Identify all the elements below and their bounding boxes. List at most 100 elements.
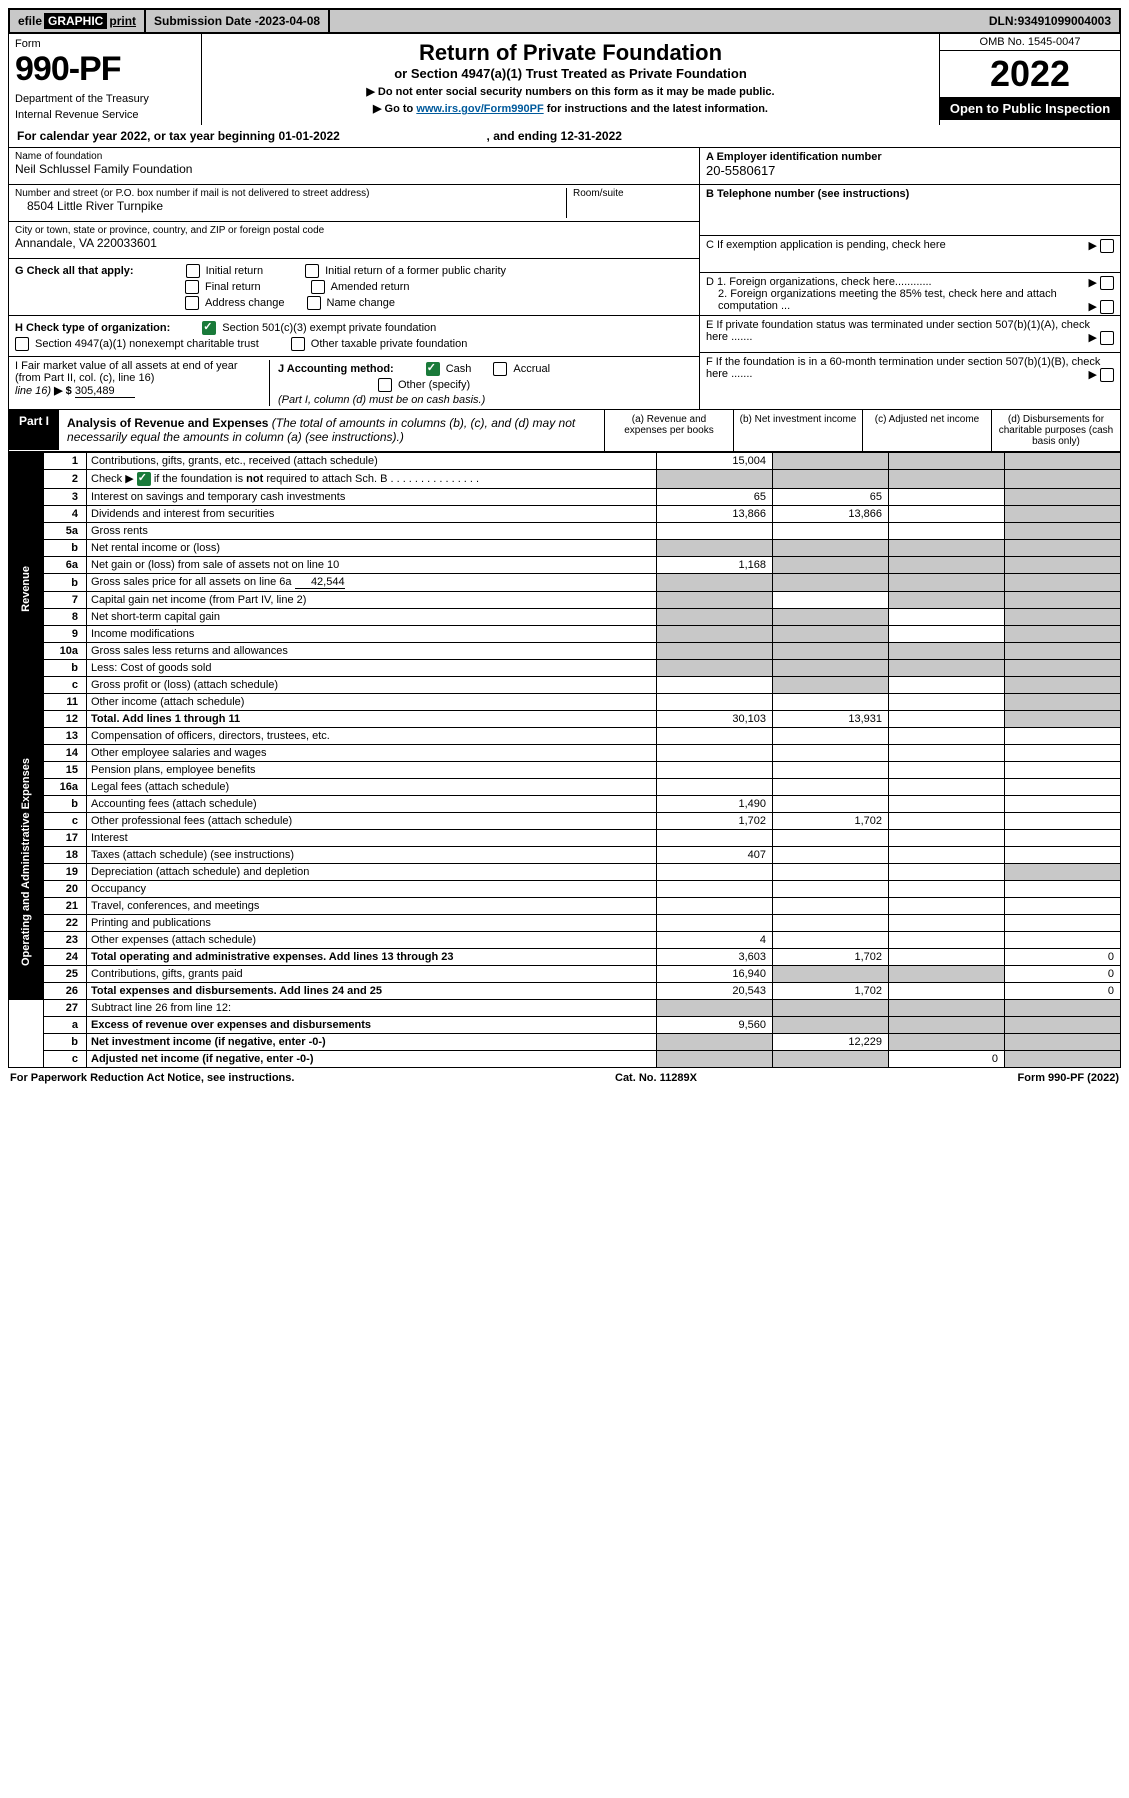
line-9: 9Income modifications (9, 626, 1121, 643)
col-c-header: (c) Adjusted net income (862, 410, 991, 451)
line-c: cGross profit or (loss) (attach schedule… (9, 677, 1121, 694)
col-a-header: (a) Revenue and expenses per books (604, 410, 733, 451)
line-27: 27Subtract line 26 from line 12: (9, 1000, 1121, 1017)
e-terminated: E If private foundation status was termi… (706, 319, 1090, 343)
link-990pf[interactable]: www.irs.gov/Form990PF (416, 103, 543, 115)
line-13: Operating and Administrative Expenses13C… (9, 728, 1121, 745)
cb-e[interactable] (1100, 331, 1114, 345)
line-c: cOther professional fees (attach schedul… (9, 813, 1121, 830)
city-label: City or town, state or province, country… (15, 225, 693, 236)
cb-d1[interactable] (1100, 276, 1114, 290)
irs-label: Internal Revenue Service (15, 109, 195, 121)
col-d-header: (d) Disbursements for charitable purpose… (991, 410, 1120, 451)
line-17: 17Interest (9, 830, 1121, 847)
line-18: 18Taxes (attach schedule) (see instructi… (9, 847, 1121, 864)
line-12: 12Total. Add lines 1 through 1130,10313,… (9, 711, 1121, 728)
line-23: 23Other expenses (attach schedule)4 (9, 932, 1121, 949)
cb-other-taxable[interactable] (291, 337, 305, 351)
revenue-label: Revenue (9, 453, 44, 728)
footer-mid: Cat. No. 11289X (615, 1072, 697, 1084)
dln: DLN: 93491099004003 (330, 10, 1119, 32)
col-b-header: (b) Net investment income (733, 410, 862, 451)
open-public-badge: Open to Public Inspection (940, 97, 1120, 120)
cb-final-return[interactable] (185, 280, 199, 294)
top-bar: efile GRAPHIC print Submission Date - 20… (8, 8, 1121, 34)
line-20: 20Occupancy (9, 881, 1121, 898)
footer-right: Form 990-PF (2022) (1018, 1072, 1119, 1084)
line-22: 22Printing and publications (9, 915, 1121, 932)
line-b: bGross sales price for all assets on lin… (9, 574, 1121, 592)
note-ssn: ▶ Do not enter social security numbers o… (208, 85, 933, 98)
calendar-year-line: For calendar year 2022, or tax year begi… (8, 125, 1121, 148)
line-b: bNet investment income (if negative, ent… (9, 1034, 1121, 1051)
cb-cash[interactable] (426, 362, 440, 376)
line-25: 25Contributions, gifts, grants paid16,94… (9, 966, 1121, 983)
cb-amended-return[interactable] (311, 280, 325, 294)
cb-501c3[interactable] (202, 321, 216, 335)
phone-label: B Telephone number (see instructions) (706, 188, 909, 200)
line-2: 2Check ▶ if the foundation is not requir… (9, 470, 1121, 489)
cb-initial-former[interactable] (305, 264, 319, 278)
room-label: Room/suite (573, 188, 693, 199)
line-7: 7Capital gain net income (from Part IV, … (9, 592, 1121, 609)
cb-sch-b[interactable] (137, 472, 151, 486)
submission-date: Submission Date - 2023-04-08 (146, 10, 330, 32)
ein-value: 20-5580617 (706, 163, 775, 178)
foundation-name: Neil Schlussel Family Foundation (15, 162, 693, 176)
line-a: aExcess of revenue over expenses and dis… (9, 1017, 1121, 1034)
cb-name-change[interactable] (307, 296, 321, 310)
street-value: 8504 Little River Turnpike (15, 199, 566, 213)
d1-foreign: D 1. Foreign organizations, check here..… (706, 276, 932, 288)
efile-badge: efile GRAPHIC print (10, 10, 146, 32)
cb-other-method[interactable] (378, 378, 392, 392)
tax-year: 2022 (940, 51, 1120, 97)
part1-badge: Part I (9, 410, 59, 450)
form-subtitle: or Section 4947(a)(1) Trust Treated as P… (208, 66, 933, 81)
cb-d2[interactable] (1100, 300, 1114, 314)
cb-initial-return[interactable] (186, 264, 200, 278)
part1-table: Revenue1Contributions, gifts, grants, et… (8, 452, 1121, 1068)
cb-f[interactable] (1100, 368, 1114, 382)
omb-number: OMB No. 1545-0047 (940, 34, 1120, 51)
form-title: Return of Private Foundation (208, 40, 933, 66)
line-b: bAccounting fees (attach schedule)1,490 (9, 796, 1121, 813)
part1-title: Analysis of Revenue and Expenses (67, 416, 268, 430)
line-1: Revenue1Contributions, gifts, grants, et… (9, 453, 1121, 470)
cb-c[interactable] (1100, 239, 1114, 253)
line-11: 11Other income (attach schedule) (9, 694, 1121, 711)
entity-info: Name of foundation Neil Schlussel Family… (8, 148, 1121, 410)
cb-address-change[interactable] (185, 296, 199, 310)
line-21: 21Travel, conferences, and meetings (9, 898, 1121, 915)
cb-accrual[interactable] (493, 362, 507, 376)
line-5a: 5aGross rents (9, 523, 1121, 540)
form-header: Form 990-PF Department of the Treasury I… (8, 34, 1121, 125)
line-16a: 16aLegal fees (attach schedule) (9, 779, 1121, 796)
cb-4947a1[interactable] (15, 337, 29, 351)
line-10a: 10aGross sales less returns and allowanc… (9, 643, 1121, 660)
page-footer: For Paperwork Reduction Act Notice, see … (8, 1068, 1121, 1088)
d2-foreign: 2. Foreign organizations meeting the 85%… (718, 288, 1057, 312)
line-24: 24Total operating and administrative exp… (9, 949, 1121, 966)
city-value: Annandale, VA 220033601 (15, 236, 693, 250)
ein-label: A Employer identification number (706, 151, 882, 163)
f-60month: F If the foundation is in a 60-month ter… (706, 356, 1100, 380)
line-3: 3Interest on savings and temporary cash … (9, 489, 1121, 506)
i-label: I Fair market value of all assets at end… (15, 360, 238, 384)
line-4: 4Dividends and interest from securities1… (9, 506, 1121, 523)
name-label: Name of foundation (15, 151, 693, 162)
line-15: 15Pension plans, employee benefits (9, 762, 1121, 779)
g-label: G Check all that apply: (15, 265, 134, 277)
line-14: 14Other employee salaries and wages (9, 745, 1121, 762)
fmv-value: 305,489 (75, 385, 135, 398)
line-8: 8Net short-term capital gain (9, 609, 1121, 626)
part1-header: Part I Analysis of Revenue and Expenses … (8, 410, 1121, 452)
dept-treasury: Department of the Treasury (15, 93, 195, 105)
form-number: 990-PF (15, 50, 195, 89)
efile-prefix: efile (18, 14, 42, 28)
line-19: 19Depreciation (attach schedule) and dep… (9, 864, 1121, 881)
line-b: bNet rental income or (loss) (9, 540, 1121, 557)
line-26: 26Total expenses and disbursements. Add … (9, 983, 1121, 1000)
j-label: J Accounting method: (278, 363, 394, 375)
efile-print[interactable]: print (109, 14, 136, 28)
c-pending: C If exemption application is pending, c… (706, 239, 946, 251)
